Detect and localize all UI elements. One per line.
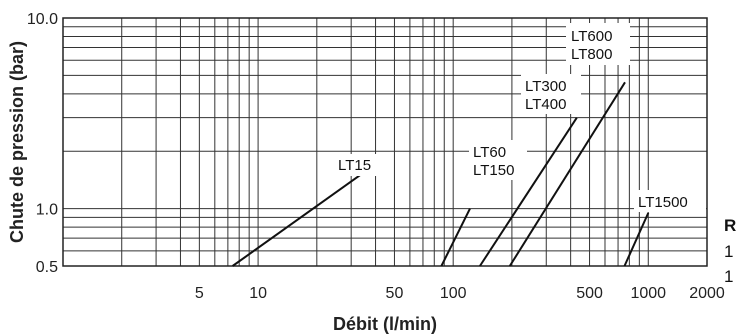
curves xyxy=(232,81,650,267)
side-text-1a: 1 xyxy=(724,242,733,261)
x-tick-label: 10 xyxy=(249,285,267,302)
x-tick-label: 2000 xyxy=(689,285,725,302)
x-axis-label: Débit (l/min) xyxy=(333,314,437,334)
label-lt15: LT15 xyxy=(334,154,386,176)
y-tick-label: 0.5 xyxy=(36,259,58,276)
curve-label-lt800: LT800 xyxy=(571,46,612,63)
label-lt60-lt150: LT60 LT150 xyxy=(469,140,527,180)
x-tick-labels: 5 10 50 100 500 1000 2000 xyxy=(195,285,725,302)
curve-label-lt300: LT300 xyxy=(525,78,566,95)
curve-label-lt15: LT15 xyxy=(338,157,371,174)
curve-label-lt1500: LT1500 xyxy=(638,194,688,211)
y-tick-labels: 0.5 1.0 10.0 xyxy=(27,11,58,276)
x-tick-label: 50 xyxy=(386,285,404,302)
x-tick-label: 5 xyxy=(195,285,204,302)
curve-lt600 xyxy=(508,81,626,267)
y-tick-label: 10.0 xyxy=(27,11,58,28)
label-lt600-lt800: LT600 LT800 xyxy=(566,23,630,65)
side-text-1b: 1 xyxy=(724,267,733,286)
side-text-r: R xyxy=(724,216,736,235)
curve-label-lt600: LT600 xyxy=(571,28,612,45)
curve-lt1500 xyxy=(623,212,650,267)
curve-label-lt150: LT150 xyxy=(473,162,514,179)
curve-lt15 xyxy=(232,166,372,267)
y-tick-label: 1.0 xyxy=(36,202,58,219)
curve-lt300 xyxy=(479,117,578,267)
curve-lt60 xyxy=(440,208,471,267)
curve-label-lt60: LT60 xyxy=(473,144,506,161)
x-tick-label: 1000 xyxy=(630,285,666,302)
x-tick-label: 100 xyxy=(440,285,467,302)
plot-frame xyxy=(62,17,708,267)
curve-label-lt400: LT400 xyxy=(525,96,566,113)
label-lt300-lt400: LT300 LT400 xyxy=(521,74,581,114)
y-axis-label: Chute de pression (bar) xyxy=(7,41,27,243)
label-lt1500: LT1500 xyxy=(634,190,706,212)
x-tick-label: 500 xyxy=(576,285,603,302)
